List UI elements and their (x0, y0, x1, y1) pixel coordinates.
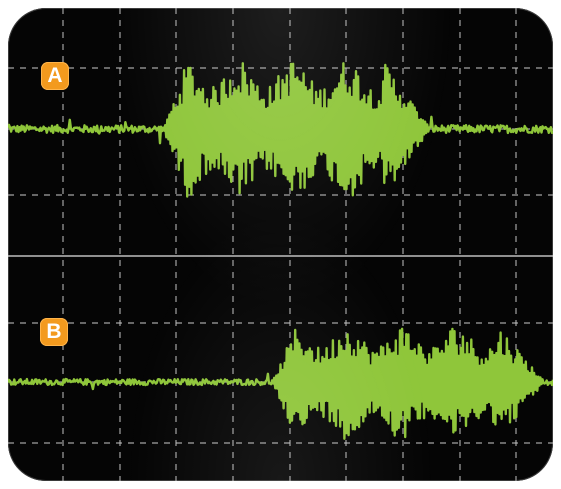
channel-a-badge: A (41, 62, 69, 90)
trace-line-b (8, 327, 553, 440)
oscilloscope-plot (8, 8, 553, 481)
channel-b-badge: B (40, 318, 68, 346)
trace-line-a (8, 62, 553, 198)
oscilloscope-screen (8, 8, 553, 481)
